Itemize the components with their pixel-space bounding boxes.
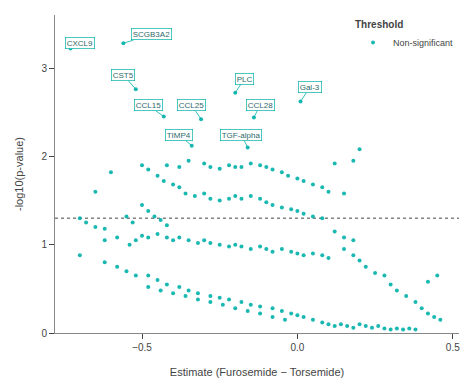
svg-text:CCL25: CCL25: [179, 101, 204, 110]
svg-text:TIMP4: TIMP4: [167, 131, 191, 140]
svg-text:-log10(p-value): -log10(p-value): [13, 137, 25, 211]
svg-text:Non-significant: Non-significant: [393, 38, 453, 48]
svg-text:0.0: 0.0: [290, 342, 304, 353]
svg-text:2: 2: [41, 151, 47, 162]
svg-text:CST5: CST5: [113, 71, 134, 80]
svg-text:0: 0: [41, 328, 47, 339]
svg-text:0.5: 0.5: [446, 342, 460, 353]
svg-text:−0.5: −0.5: [132, 342, 152, 353]
svg-text:Gal-3: Gal-3: [300, 83, 320, 92]
svg-text:PLC: PLC: [237, 75, 253, 84]
svg-text:1: 1: [41, 239, 47, 250]
svg-text:Threshold: Threshold: [355, 19, 403, 30]
svg-text:SCGB3A2: SCGB3A2: [133, 30, 170, 39]
svg-text:3: 3: [41, 63, 47, 74]
svg-text:CCL28: CCL28: [248, 101, 273, 110]
svg-text:TGF-alpha: TGF-alpha: [222, 131, 261, 140]
svg-text:CXCL9: CXCL9: [67, 39, 93, 48]
svg-text:CCL15: CCL15: [136, 101, 161, 110]
svg-text:Estimate (Furosemide − Torsemi: Estimate (Furosemide − Torsemide): [170, 366, 344, 378]
